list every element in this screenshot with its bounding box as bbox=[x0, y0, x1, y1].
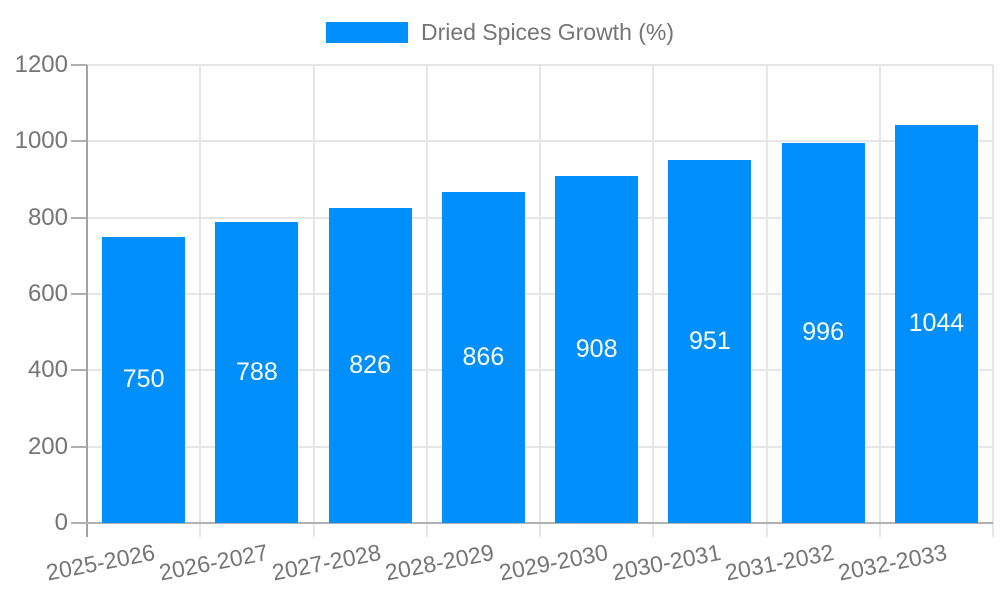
y-axis-tick bbox=[71, 369, 87, 372]
bar[interactable]: 996 bbox=[781, 142, 865, 523]
bar[interactable]: 750 bbox=[102, 236, 186, 523]
bar-value-label: 866 bbox=[462, 343, 505, 372]
gridline-vertical bbox=[765, 65, 768, 537]
bar-value-label: 908 bbox=[575, 335, 618, 364]
gridline-vertical bbox=[992, 65, 994, 537]
legend-item[interactable]: Dried Spices Growth (%) bbox=[0, 20, 1000, 45]
bar-value-label: 788 bbox=[236, 358, 278, 387]
bar-value-label: 1044 bbox=[908, 309, 965, 338]
gridline-vertical bbox=[539, 65, 541, 537]
legend-swatch-icon bbox=[325, 22, 408, 43]
gridline-vertical bbox=[652, 65, 655, 537]
gridline-vertical bbox=[312, 65, 315, 537]
y-axis-label: 600 bbox=[27, 280, 68, 307]
y-axis-tick bbox=[71, 216, 87, 219]
y-axis-label: 1200 bbox=[14, 51, 68, 78]
bar[interactable]: 826 bbox=[328, 207, 412, 523]
y-axis-label: 1000 bbox=[14, 127, 68, 155]
bar-value-label: 750 bbox=[122, 365, 165, 394]
bar[interactable]: 951 bbox=[668, 160, 752, 523]
gridline-vertical bbox=[425, 65, 428, 537]
x-axis-line bbox=[71, 522, 993, 524]
y-axis-tick bbox=[71, 140, 87, 143]
legend-label: Dried Spices Growth (%) bbox=[420, 19, 675, 45]
gridline-vertical bbox=[199, 65, 202, 537]
bar[interactable]: 1044 bbox=[894, 124, 978, 523]
bar[interactable]: 788 bbox=[215, 222, 299, 523]
y-axis-label: 800 bbox=[27, 203, 68, 231]
bar[interactable]: 866 bbox=[441, 192, 525, 523]
bar-value-label: 996 bbox=[802, 318, 844, 347]
y-axis-tick bbox=[71, 445, 87, 448]
bar[interactable]: 908 bbox=[555, 176, 639, 523]
y-axis-label: 0 bbox=[54, 509, 68, 536]
y-axis-tick bbox=[71, 64, 87, 66]
y-axis-label: 400 bbox=[27, 356, 68, 384]
bar-value-label: 826 bbox=[349, 350, 391, 379]
gridline-vertical bbox=[878, 65, 881, 537]
y-axis-label: 200 bbox=[27, 432, 68, 460]
y-axis-tick bbox=[71, 293, 87, 295]
bar-value-label: 951 bbox=[689, 327, 731, 355]
y-axis-line bbox=[86, 65, 88, 537]
